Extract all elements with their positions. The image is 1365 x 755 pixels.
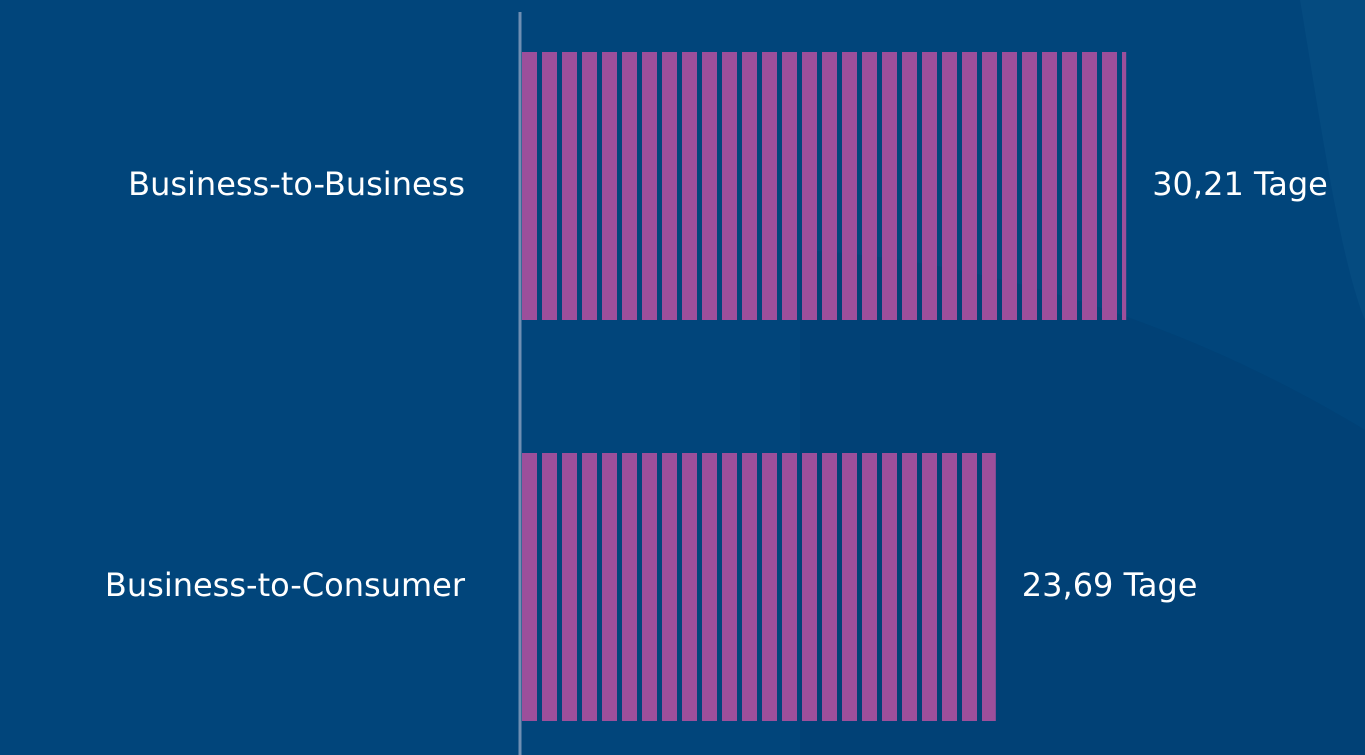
category-label: Business-to-Consumer xyxy=(105,566,466,604)
value-label: 23,69 Tage xyxy=(1022,566,1198,604)
bars: Business-to-Business 30,21 Tage Business-t… xyxy=(105,52,1328,721)
value-label: 30,21 Tage xyxy=(1152,165,1328,203)
decoration xyxy=(1300,0,1365,320)
bar xyxy=(522,453,996,721)
bar xyxy=(522,52,1127,320)
category-label: Business-to-Business xyxy=(128,165,465,203)
